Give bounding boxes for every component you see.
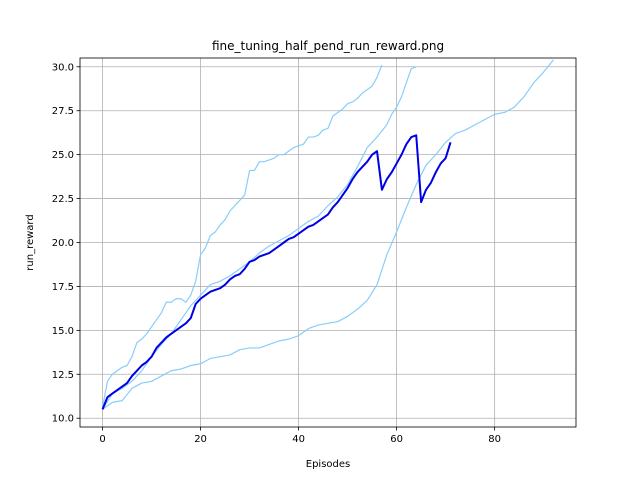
lower-band-series-line bbox=[102, 59, 554, 410]
mean-series-line bbox=[101, 134, 452, 410]
x-axis-label: Episodes bbox=[306, 459, 350, 470]
x-tick-label: 60 bbox=[390, 434, 403, 445]
grid bbox=[80, 58, 576, 427]
ticks: 0 20 40 60 80 10.0 12.5 15.0 17.5 20.0 22.5 25.0 27.… bbox=[52, 62, 501, 445]
series-group bbox=[101, 59, 554, 410]
y-tick-label: 25.0 bbox=[52, 150, 74, 161]
chart-title: fine_tuning_half_pend_run_reward.png bbox=[212, 39, 444, 53]
y-tick-label: 30.0 bbox=[52, 62, 74, 73]
x-tick-label: 20 bbox=[194, 434, 207, 445]
y-tick-label: 17.5 bbox=[52, 282, 74, 293]
y-tick-label: 15.0 bbox=[52, 326, 74, 337]
y-tick-label: 27.5 bbox=[52, 106, 74, 117]
x-tick-label: 0 bbox=[99, 434, 105, 445]
y-tick-label: 10.0 bbox=[52, 414, 74, 425]
y-tick-label: 12.5 bbox=[52, 370, 74, 381]
y-tick-label: 22.5 bbox=[52, 194, 74, 205]
x-tick-label: 40 bbox=[292, 434, 305, 445]
upper-band-series-line bbox=[102, 66, 417, 410]
y-axis-label: run_reward bbox=[25, 214, 36, 270]
upper-band-series-line bbox=[101, 64, 383, 408]
y-tick-label: 20.0 bbox=[52, 238, 74, 249]
x-tick-label: 80 bbox=[488, 434, 501, 445]
